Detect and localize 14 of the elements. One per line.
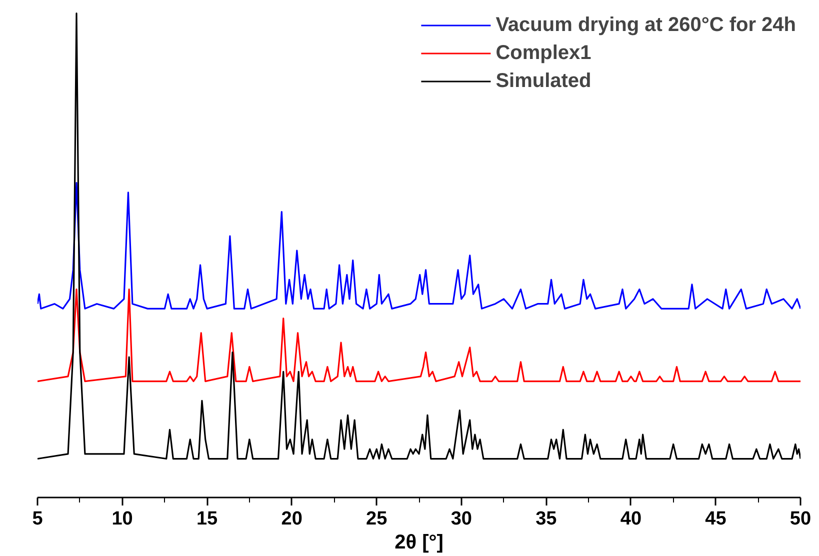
legend-label: Simulated [496, 68, 592, 94]
x-tick-label: 30 [450, 508, 472, 530]
x-tick-label: 5 [32, 508, 44, 530]
x-tick-label: 15 [196, 508, 218, 530]
legend-label: Complex1 [496, 40, 592, 66]
x-axis-title: 2θ [°] [394, 532, 444, 554]
x-tick-label: 35 [536, 508, 558, 530]
x-tick-label: 20 [281, 508, 302, 530]
x-tick-label: 10 [112, 508, 133, 530]
x-tick-label: 45 [705, 508, 727, 530]
x-tick-label: 25 [366, 508, 388, 530]
legend-label: Vacuum drying at 260°C for 24h [496, 12, 796, 38]
x-tick-label: 50 [790, 508, 812, 530]
x-tick-label: 40 [620, 508, 642, 530]
